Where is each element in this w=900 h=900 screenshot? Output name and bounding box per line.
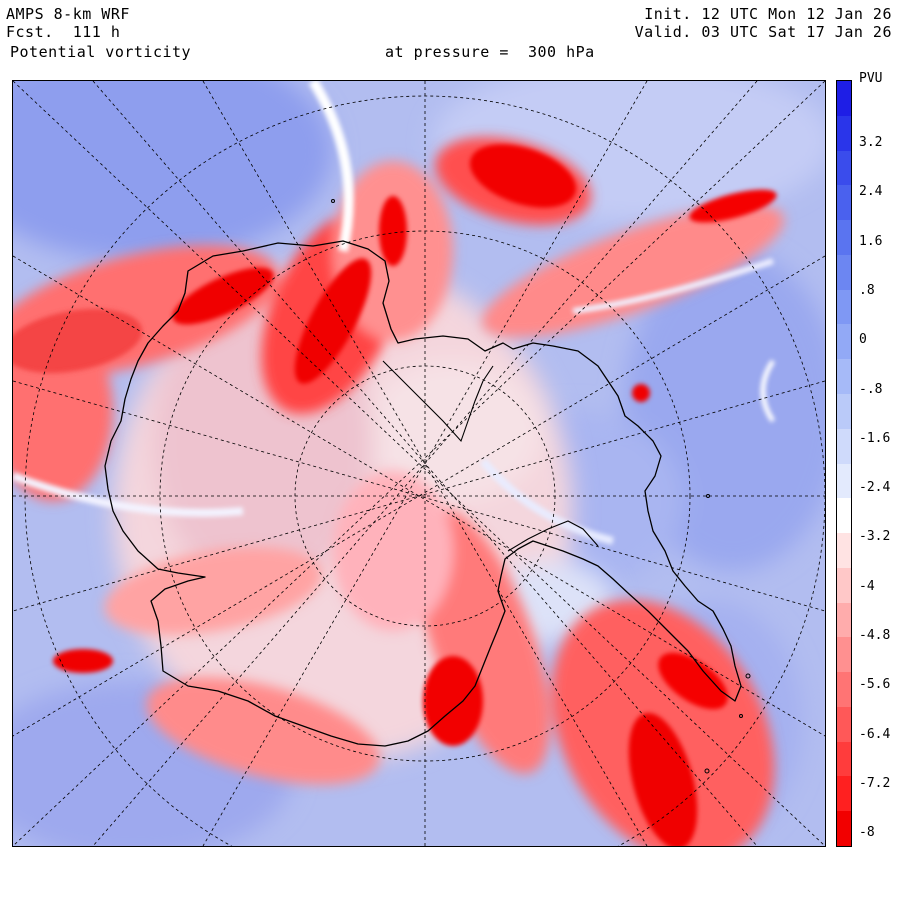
colorbar-tick-label: -7.2 (859, 775, 891, 791)
colorbar (836, 80, 852, 847)
colorbar-segment (837, 637, 851, 673)
colorbar-tick-label: 3.2 (859, 135, 883, 150)
forecast-hour: Fcst. 111 h (6, 23, 121, 41)
init-time: Init. 12 UTC Mon 12 Jan 26 (644, 5, 892, 23)
colorbar-tick-label: -1.6 (859, 430, 891, 446)
colorbar-segment (837, 289, 851, 325)
colorbar-tick-label: -.8 (859, 381, 883, 397)
ice-shelf-edge (382, 360, 494, 443)
colorbar-segment (837, 81, 851, 117)
model-title: AMPS 8-km WRF (6, 5, 130, 23)
colorbar-tick-label: -4 (859, 578, 875, 594)
valid-time: Valid. 03 UTC Sat 17 Jan 26 (634, 23, 892, 41)
colorbar-segment (837, 776, 851, 812)
colorbar-segment (837, 602, 851, 638)
graticule-lines (13, 81, 825, 846)
colorbar-tick-label: -8 (859, 825, 875, 841)
colorbar-segment (837, 359, 851, 395)
pressure-level: at pressure = 300 hPa (385, 43, 595, 61)
colorbar-tick-label: 0 (859, 332, 867, 348)
colorbar-segment (837, 498, 851, 534)
colorbar-tick-label: 2.4 (859, 184, 883, 200)
colorbar-tick-label: -6.4 (859, 726, 891, 742)
map-panel (12, 80, 826, 847)
colorbar-tick-label: -5.6 (859, 677, 891, 693)
colorbar-segment (837, 150, 851, 186)
colorbar-segment (837, 706, 851, 743)
colorbar-segment (837, 115, 851, 152)
colorbar-segment (837, 254, 851, 291)
colorbar-tick-label: -3.2 (859, 529, 891, 545)
colorbar-segment (837, 567, 851, 604)
potential-vorticity-map (13, 81, 825, 846)
islands (331, 199, 751, 774)
colorbar-tick-label: -4.8 (859, 628, 891, 643)
pv-white-filaments (13, 81, 776, 545)
colorbar-segment (837, 463, 851, 499)
ice-shelf-edge-west (507, 520, 599, 552)
colorbar-segment (837, 220, 851, 256)
colorbar-segment (837, 428, 851, 464)
colorbar-tick-label: 1.6 (859, 233, 883, 249)
colorbar-segment (837, 533, 851, 569)
colorbar-segment (837, 393, 851, 430)
field-name: Potential vorticity (10, 43, 192, 61)
colorbar-segment (837, 741, 851, 777)
colorbar-segment (837, 672, 851, 708)
pv-red-cores (13, 144, 777, 846)
colorbar-unit: PVU (859, 71, 883, 86)
colorbar-tick-label: .8 (859, 282, 875, 298)
colorbar-segment (837, 324, 851, 360)
colorbar-segment (837, 811, 851, 847)
colorbar-segment (837, 185, 851, 221)
antarctica-coastline (104, 240, 742, 747)
colorbar-tick-label: -2.4 (859, 480, 891, 496)
